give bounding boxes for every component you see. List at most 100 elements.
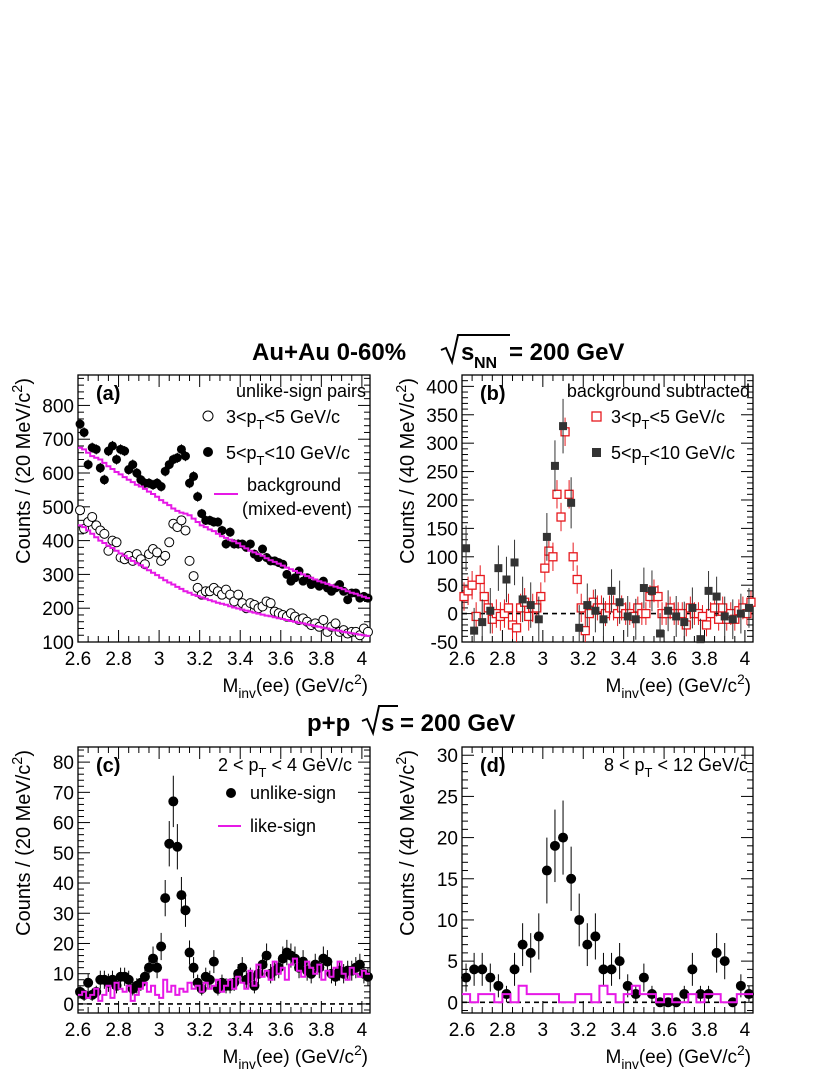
data-point [711,933,722,973]
data-point [180,451,190,462]
marker-filled-circle [566,873,577,884]
y-tick-label: 15 [437,870,458,891]
data-point [518,576,527,623]
data-point [687,952,698,986]
data-point [502,556,511,603]
x-axis-label-part: ) [362,676,368,697]
marker-open-square [467,580,477,590]
data-point [615,580,624,624]
pp-header-pre: p+p [307,710,350,737]
data-point [552,480,562,509]
data-point [510,539,519,586]
panel-a: 2.6 2.8 3 3.2 3.4 3.6 3.8 4 100 200 300 400 500 600 70… [10,374,373,701]
auau-header-sub: NN [474,355,497,372]
marker-filled-circle [197,509,207,519]
pp-header: p+p s = 200 GeV [307,705,515,737]
data-point [237,957,248,979]
data-point [695,985,706,1003]
marker-open-circle [176,515,187,526]
data-point [225,527,235,537]
data-point [566,846,577,911]
marker-filled-circle [598,964,609,975]
marker-open-square [548,552,558,562]
y-tick-label: 5 [447,952,458,973]
y-tick-label: 100 [42,633,74,654]
marker-filled-circle [485,972,496,983]
marker-open-square [653,591,663,602]
data-point [184,555,195,566]
marker-filled-circle [282,569,292,579]
x-axis-label-part: 2 [354,672,362,687]
marker-filled-circle [160,466,170,476]
marker-filled-circle [164,838,175,849]
legend-title-part: T [259,765,267,780]
data-point [180,525,191,536]
marker-open-square [479,591,489,602]
data-point [184,940,195,965]
data-point [607,569,616,613]
marker-open-square [524,611,534,622]
x-tick-label: 2.8 [105,1020,131,1041]
x-axis-label: Minv(ee) (GeV/c2) [606,672,751,701]
x-tick-label: 2.8 [489,649,515,670]
marker-open-square [701,620,712,630]
data-point [614,943,625,980]
y-tick-label: 0 [447,605,458,626]
data-point [559,398,568,454]
data-point [525,933,536,973]
marker-filled-circle [139,971,150,982]
data-point [79,427,89,438]
legend-marker-open-circle [202,410,214,422]
y-tick-label: 200 [426,491,458,512]
data-point [83,973,94,992]
x-tick-label: 2.8 [489,1020,515,1041]
y-axis-label-part: 2 [10,385,26,393]
y-axis-label: Counts / (40 MeV/c2) [394,750,419,936]
data-point [461,963,472,992]
x-tick-label: 3 [538,1020,549,1041]
marker-open-circle [111,537,122,548]
marker-filled-circle [533,931,544,942]
data-point [517,923,528,967]
data-point [494,545,503,591]
y-axis-label-part: 2 [394,385,410,393]
marker-filled-square [688,603,697,612]
data-point [590,913,601,960]
x-tick-label: 3.4 [227,1020,254,1041]
data-point [550,440,559,492]
marker-filled-circle [461,972,472,983]
data-point [112,454,122,465]
y-tick-label: 30 [437,746,458,767]
data-point [99,528,110,539]
marker-filled-circle [719,956,730,967]
x-tick-label: 3.6 [651,649,677,670]
x-axis-label-part: (ee) (GeV/c [256,676,354,697]
legend-title-part: T [645,765,653,780]
data-point [575,605,584,642]
marker-filled-square [656,629,665,638]
data-point [728,599,737,640]
data-point [362,626,373,637]
x-tick-label: 3.2 [570,649,596,670]
x-tick-label: 3.4 [610,1020,637,1041]
x-tick-label: 3.4 [610,649,637,670]
data-point [736,593,745,634]
data-point [160,880,171,917]
marker-filled-square [720,612,729,621]
marker-filled-circle [185,478,195,488]
y-axis-label-part: ) [397,378,419,385]
y-tick-label: 70 [53,783,74,804]
marker-filled-circle [614,956,625,967]
data-point [111,537,122,548]
panel-label: (b) [480,383,506,405]
legend-title-part: 8 < p [604,755,645,775]
marker-open-circle [164,537,175,548]
y-axis-label-part: Counts / (40 MeV/c [397,765,419,936]
plot-frame-c [77,746,371,1014]
marker-filled-circle [695,989,706,1000]
marker-open-square [564,489,574,499]
legend-label: 3<pT<5 GeV/c [226,407,340,432]
legend-title: background subtracted [567,381,750,401]
marker-filled-circle [120,446,130,456]
data-point [462,525,471,571]
